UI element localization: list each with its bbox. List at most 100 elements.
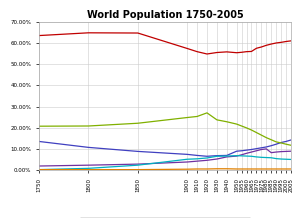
Africa <box>195 154 199 157</box>
Northern America <box>235 154 238 157</box>
Europe <box>289 144 293 146</box>
Europe <box>185 116 189 119</box>
Europe <box>87 125 90 127</box>
Central & South America <box>87 164 90 167</box>
Northern America <box>205 157 209 159</box>
Central & South America <box>185 161 189 163</box>
Europe <box>240 125 243 127</box>
Central & South America <box>136 163 140 165</box>
Asia <box>260 46 263 48</box>
Asia <box>289 39 293 42</box>
Central & South America <box>250 151 253 153</box>
Northern America <box>279 158 283 160</box>
Europe <box>245 127 248 129</box>
Europe <box>250 129 253 131</box>
Europe <box>279 142 283 144</box>
Africa <box>235 150 238 153</box>
Africa <box>240 150 243 152</box>
Central & South America <box>269 151 273 154</box>
Africa <box>205 155 209 158</box>
Northern America <box>37 168 41 171</box>
Northern America <box>269 157 273 159</box>
Africa <box>245 149 248 152</box>
Asia <box>215 51 219 54</box>
Central & South America <box>255 150 258 152</box>
Asia <box>235 51 238 54</box>
Europe <box>284 143 288 145</box>
Legend: Africa, Asia, Europe, Central & South America, Northern America, Oceania: Africa, Asia, Europe, Central & South Am… <box>80 217 250 218</box>
Northern America <box>185 158 189 160</box>
Central & South America <box>274 151 278 153</box>
Asia <box>240 51 243 54</box>
Line: Africa: Africa <box>39 140 291 156</box>
Line: Asia: Asia <box>39 33 291 54</box>
Africa <box>87 146 90 149</box>
Africa <box>215 154 219 157</box>
Asia <box>255 47 258 49</box>
Oceania <box>136 168 140 171</box>
Oceania <box>284 168 288 170</box>
Africa <box>274 143 278 145</box>
Europe <box>136 122 140 124</box>
Asia <box>205 53 209 55</box>
Oceania <box>37 168 41 171</box>
Asia <box>37 34 41 37</box>
Europe <box>255 131 258 134</box>
Oceania <box>265 168 268 170</box>
Africa <box>269 144 273 147</box>
Northern America <box>225 155 229 157</box>
Central & South America <box>225 156 229 158</box>
Central & South America <box>279 150 283 153</box>
Africa <box>255 147 258 150</box>
Europe <box>195 115 199 118</box>
Asia <box>250 50 253 53</box>
Central & South America <box>235 155 238 157</box>
Europe <box>269 138 273 141</box>
Africa <box>260 146 263 149</box>
Asia <box>269 43 273 45</box>
Central & South America <box>265 148 268 150</box>
Northern America <box>215 155 219 158</box>
Africa <box>265 146 268 148</box>
Asia <box>195 50 199 53</box>
Line: Oceania: Oceania <box>39 169 291 170</box>
Central & South America <box>289 150 293 153</box>
Line: Europe: Europe <box>39 113 291 145</box>
Oceania <box>279 168 283 170</box>
Northern America <box>265 156 268 159</box>
Central & South America <box>260 148 263 151</box>
Asia <box>284 40 288 43</box>
Line: Northern America: Northern America <box>39 156 291 170</box>
Asia <box>185 47 189 50</box>
Europe <box>215 119 219 121</box>
Europe <box>260 134 263 136</box>
Asia <box>245 50 248 53</box>
Europe <box>225 121 229 123</box>
Africa <box>185 153 189 156</box>
Europe <box>205 112 209 114</box>
Africa <box>37 140 41 143</box>
Oceania <box>185 168 189 170</box>
Africa <box>225 154 229 157</box>
Europe <box>274 141 278 143</box>
Oceania <box>205 168 209 170</box>
Northern America <box>87 167 90 170</box>
Central & South America <box>195 160 199 162</box>
Oceania <box>269 168 273 170</box>
Asia <box>279 41 283 44</box>
Asia <box>265 44 268 47</box>
Oceania <box>274 168 278 170</box>
Northern America <box>255 156 258 158</box>
Europe <box>37 125 41 128</box>
Oceania <box>195 168 199 170</box>
Oceania <box>255 168 258 170</box>
Central & South America <box>37 165 41 167</box>
Africa <box>250 148 253 151</box>
Northern America <box>284 158 288 160</box>
Oceania <box>87 168 90 171</box>
Central & South America <box>284 150 288 153</box>
Oceania <box>250 168 253 170</box>
Oceania <box>235 168 238 170</box>
Line: Central & South America: Central & South America <box>39 149 291 166</box>
Africa <box>279 141 283 144</box>
